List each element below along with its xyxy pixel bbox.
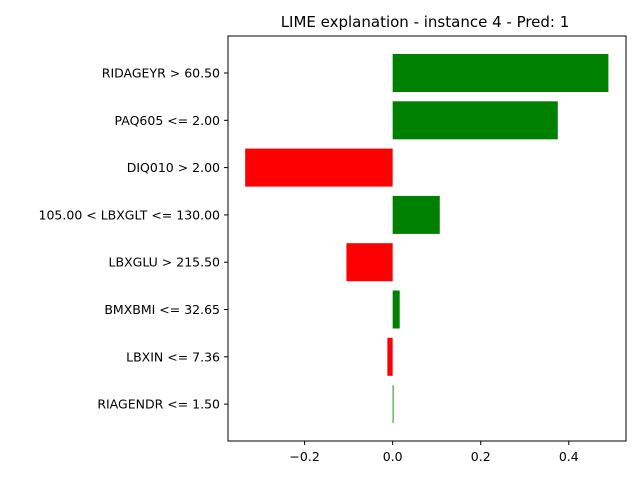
bar-2 — [245, 148, 393, 187]
bar-0 — [392, 54, 609, 92]
y-tick-label-5: BMXBMI <= 32.65 — [104, 302, 220, 317]
x-tick-label-1: 0.0 — [383, 449, 403, 464]
y-tick-labels: RIDAGEYR > 60.50 PAQ605 <= 2.00 DIQ010 > 2… — [39, 66, 228, 412]
y-tick-label-3: 105.00 < LBXGLT <= 130.00 — [39, 207, 221, 222]
bars-group — [245, 54, 609, 424]
y-tick-label-4: LBXGLU > 215.50 — [109, 255, 220, 270]
y-tick-label-0: RIDAGEYR > 60.50 — [102, 66, 220, 81]
y-tick-label-6: LBXIN <= 7.36 — [126, 349, 220, 364]
bar-4 — [346, 243, 393, 282]
bar-5 — [392, 290, 400, 329]
plot-frame — [227, 35, 627, 442]
x-tick-label-3: 0.4 — [559, 449, 579, 464]
y-tick-label-7: RIAGENDR <= 1.50 — [97, 397, 220, 412]
x-ticks: −0.2 0.0 0.2 0.4 — [289, 441, 579, 464]
x-tick-label-0: −0.2 — [289, 449, 319, 464]
bar-6 — [387, 337, 393, 376]
y-tick-label-2: DIQ010 > 2.00 — [127, 160, 220, 175]
x-tick-label-2: 0.2 — [471, 449, 491, 464]
bar-1 — [392, 101, 558, 140]
bar-7 — [392, 385, 394, 424]
chart-title: LIME explanation - instance 4 - Pred: 1 — [281, 13, 570, 31]
bar-3 — [392, 195, 440, 234]
y-tick-label-1: PAQ605 <= 2.00 — [115, 113, 221, 128]
